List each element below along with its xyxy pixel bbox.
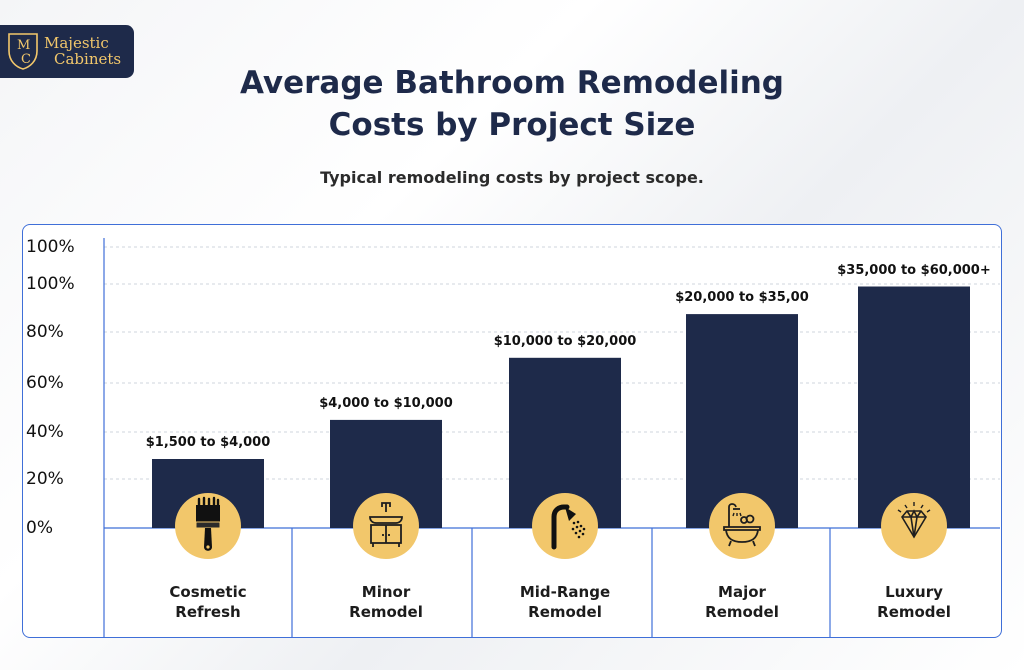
bar bbox=[858, 286, 970, 528]
logo-line1: Majestic bbox=[44, 34, 109, 52]
bathtub-icon bbox=[709, 493, 775, 559]
data-label: $20,000 to $35,00 bbox=[675, 290, 809, 306]
data-label: $10,000 to $20,000 bbox=[493, 333, 637, 349]
shield-monogram-icon: M C bbox=[8, 33, 38, 70]
bar bbox=[686, 314, 798, 528]
y-tick-label: 20% bbox=[26, 469, 64, 489]
diamond-icon bbox=[881, 493, 947, 559]
y-tick-label: 100% bbox=[26, 274, 75, 294]
title-line2: Costs by Project Size bbox=[328, 107, 696, 143]
shower-icon bbox=[532, 493, 598, 559]
page-subtitle: Typical remodeling costs by project scop… bbox=[320, 168, 704, 187]
vanity-sink-icon bbox=[353, 493, 419, 559]
x-category-label: Luxury Remodel bbox=[877, 583, 951, 621]
page-title: Average Bathroom Remodeling Costs by Pro… bbox=[0, 62, 1024, 146]
svg-text:M: M bbox=[17, 38, 30, 53]
logo-line2: Cabinets bbox=[54, 50, 122, 68]
x-category-label: Major Remodel bbox=[705, 583, 779, 621]
title-line1: Average Bathroom Remodeling bbox=[240, 65, 784, 101]
y-tick-label: 60% bbox=[26, 373, 64, 393]
x-category-label: Cosmetic Refresh bbox=[169, 583, 247, 621]
y-tick-label: 0% bbox=[26, 518, 53, 538]
data-label: $35,000 to $60,000+ bbox=[837, 262, 991, 278]
y-tick-label: 40% bbox=[26, 422, 64, 442]
x-category-label: Minor Remodel bbox=[349, 583, 423, 621]
data-label: $1,500 to $4,000 bbox=[145, 435, 271, 450]
svg-text:C: C bbox=[21, 52, 31, 67]
y-tick-label: 100% bbox=[26, 237, 75, 257]
paintbrush-icon bbox=[175, 493, 241, 559]
x-category-label: Mid-Range Remodel bbox=[519, 583, 611, 621]
brand-logo: M C Majestic Cabinets bbox=[0, 25, 134, 78]
y-tick-label: 80% bbox=[26, 322, 64, 342]
data-label: $4,000 to $10,000 bbox=[319, 395, 453, 411]
